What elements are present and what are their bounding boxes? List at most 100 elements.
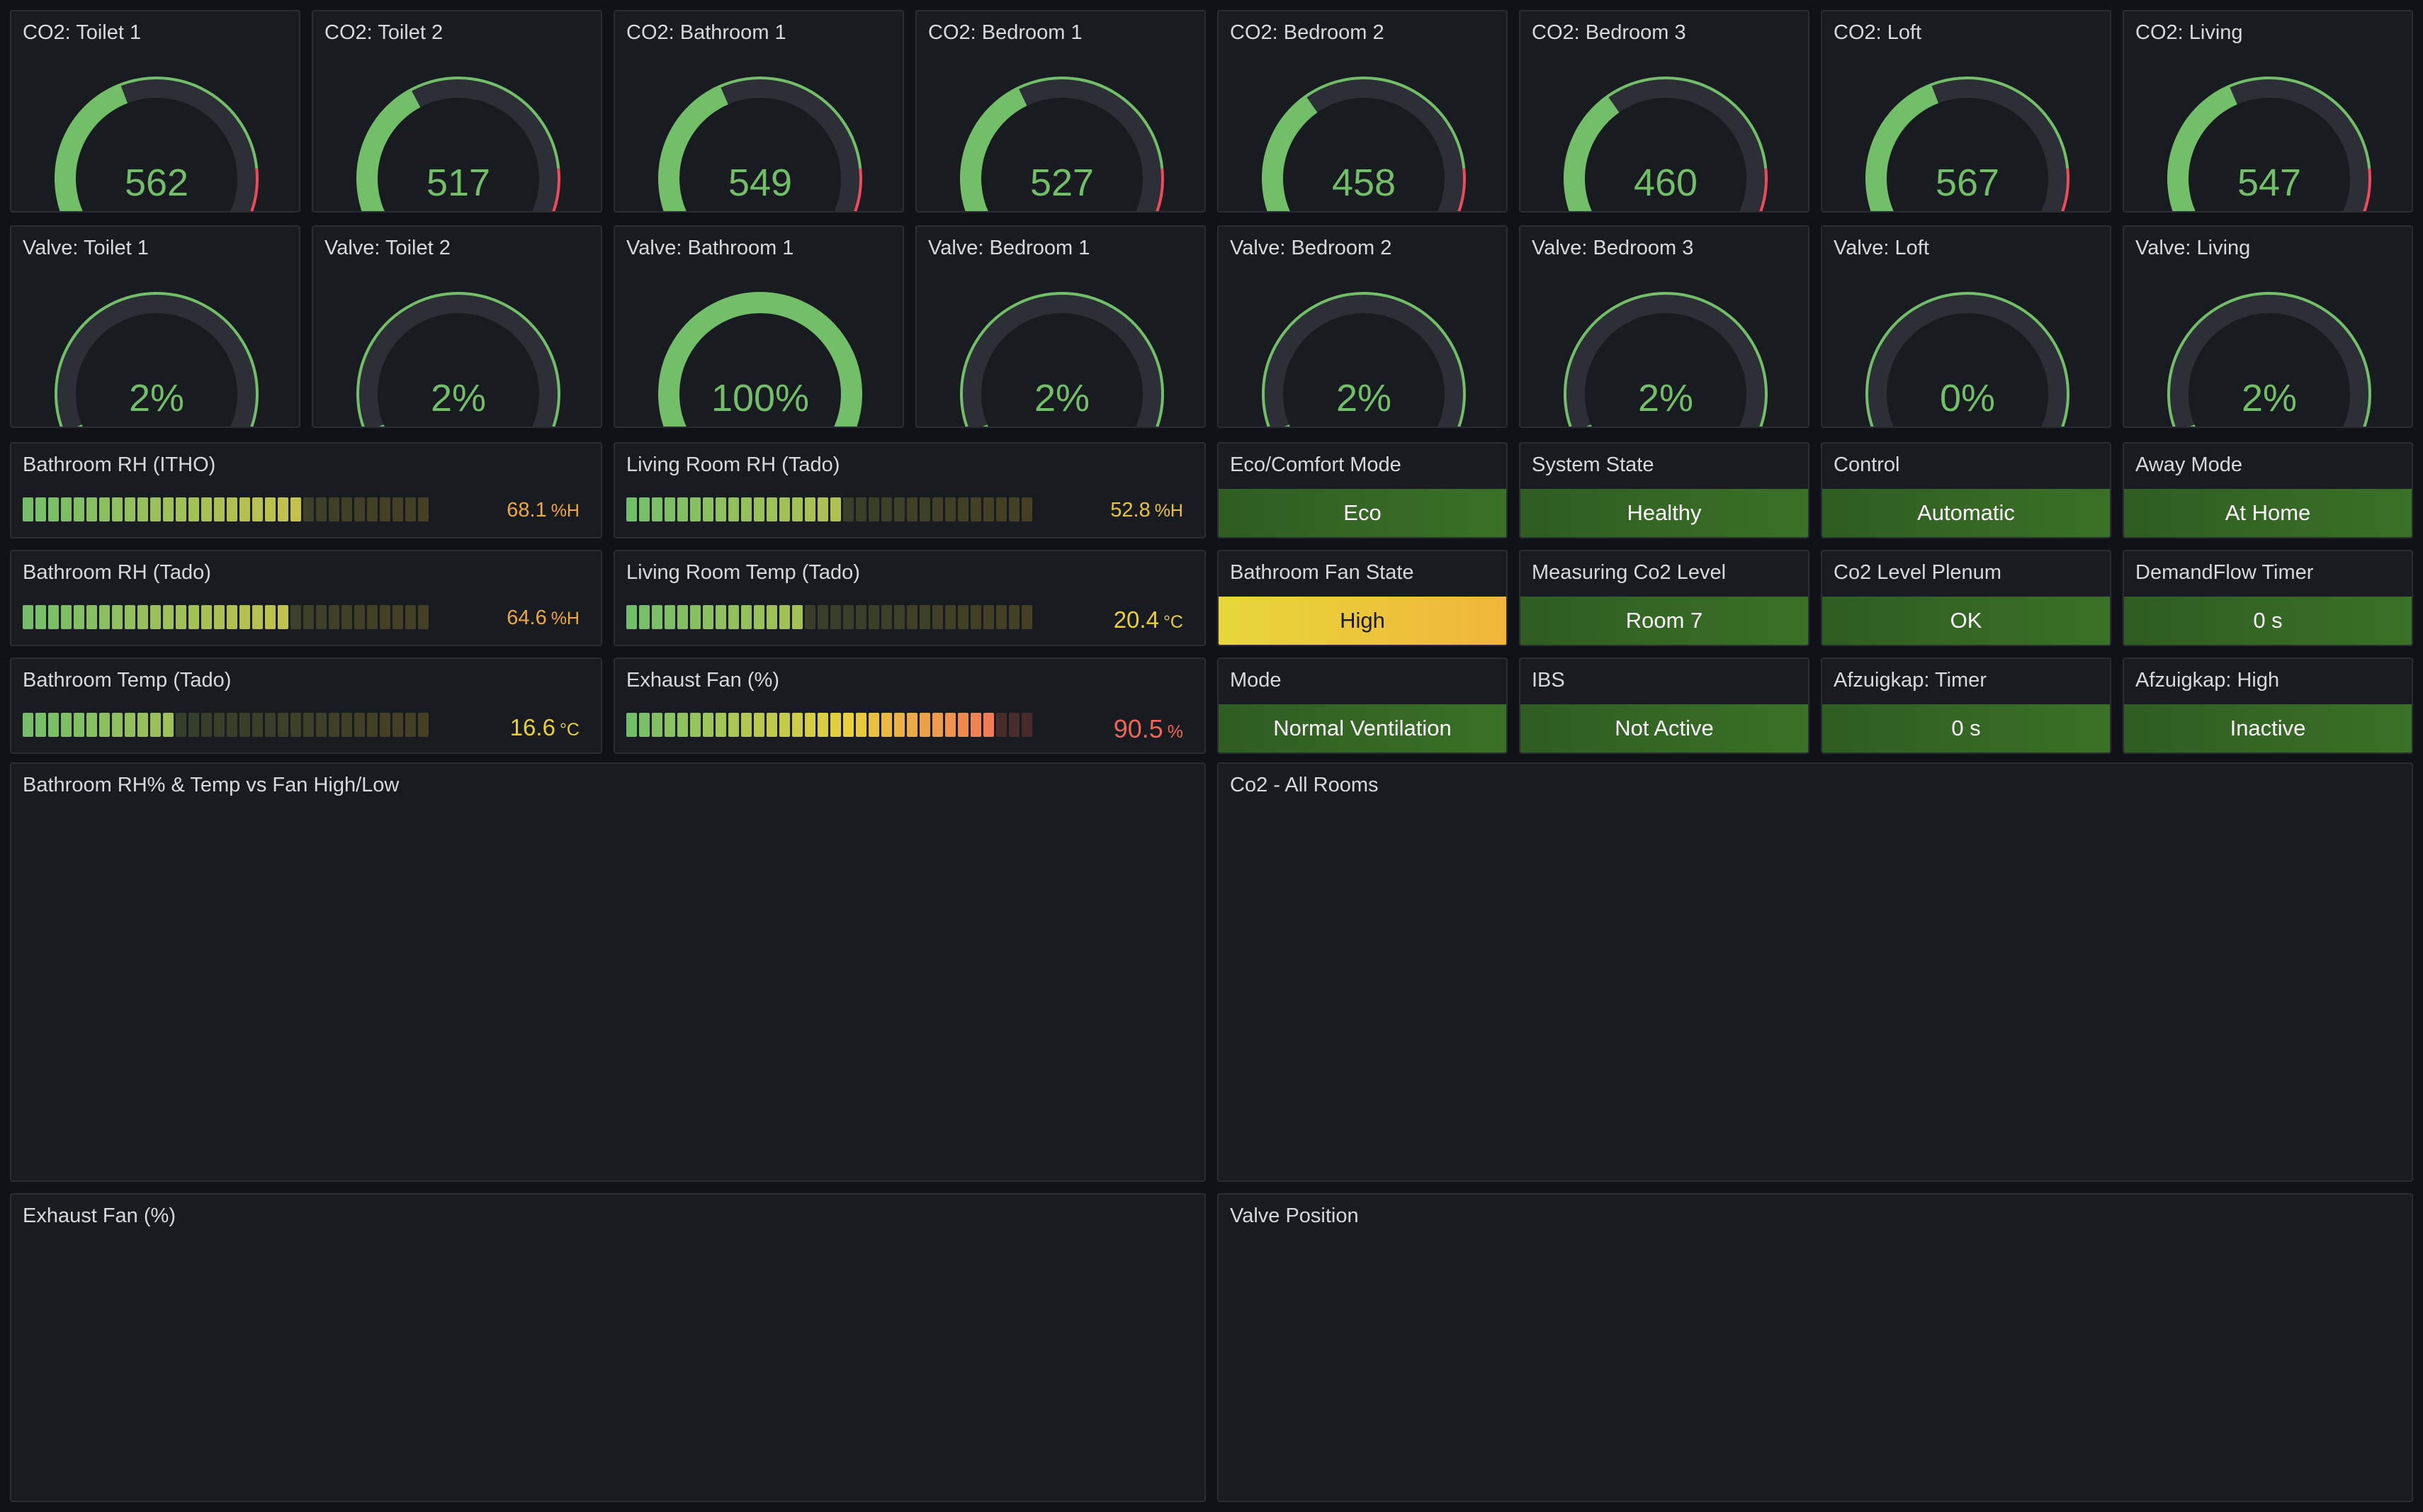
- valve-gauge-1[interactable]: Valve: Toilet 2 2%: [312, 225, 602, 428]
- stat-panel-0[interactable]: Eco/Comfort Mode Eco: [1217, 442, 1508, 538]
- bar-cell: [48, 605, 59, 629]
- stat-panel-3[interactable]: Away Mode At Home: [2123, 442, 2413, 538]
- stat-panel-9[interactable]: IBS Not Active: [1519, 658, 1809, 754]
- stat-value: Normal Ventilation: [1219, 704, 1506, 752]
- panel-title: CO2: Bedroom 2: [1230, 21, 1384, 44]
- bar-cell: [626, 605, 637, 629]
- co2-gauge-2[interactable]: CO2: Bathroom 1 549: [614, 10, 904, 213]
- bar-cell: [779, 497, 790, 521]
- x-tick-label: 03/19 18:00: [1219, 764, 1263, 768]
- bar-cell: [728, 497, 739, 521]
- bar-cell: [767, 497, 777, 521]
- gauge-threshold-green: [1865, 292, 2069, 427]
- stat-value: At Home: [2124, 489, 2412, 537]
- stat-panel-10[interactable]: Afzuigkap: Timer 0 s: [1821, 658, 2111, 754]
- bar-cell: [418, 497, 429, 521]
- bar-cell: [907, 713, 917, 737]
- gauge-fill: [2169, 86, 2237, 211]
- stat-panel-4[interactable]: Bathroom Fan State High: [1217, 550, 1508, 646]
- bar-cell: [74, 713, 84, 737]
- bar-cell: [163, 605, 174, 629]
- bar-cell: [418, 605, 429, 629]
- co2-gauge-3[interactable]: CO2: Bedroom 1 527: [915, 10, 1206, 213]
- bar-cell: [945, 605, 956, 629]
- gauge-track: [56, 293, 257, 427]
- panel-title: Valve: Living: [2135, 237, 2251, 259]
- bar-cell: [265, 713, 276, 737]
- bar-cell: [741, 605, 752, 629]
- co2-gauge-4[interactable]: CO2: Bedroom 2 458: [1217, 10, 1508, 213]
- bar-gauge-3[interactable]: Living Room Temp (Tado) 20.4 °C: [614, 550, 1206, 646]
- bar-cell: [188, 497, 199, 521]
- panel-title: CO2: Living: [2135, 21, 2243, 44]
- valve-gauge-2[interactable]: Valve: Bathroom 1 100%: [614, 225, 904, 428]
- bar-cell: [1022, 605, 1032, 629]
- valve-gauge-4[interactable]: Valve: Bedroom 2 2%: [1217, 225, 1508, 428]
- chart-canvas: 10080604020003/18 12:0003/18 18:0003/19 …: [11, 764, 56, 768]
- co2-gauge-6[interactable]: CO2: Loft 567: [1821, 10, 2111, 213]
- valve-gauge-3[interactable]: Valve: Bedroom 1 2%: [915, 225, 1206, 428]
- bar-cell: [150, 497, 161, 521]
- bar-cell: [741, 713, 752, 737]
- valve-gauge-6[interactable]: Valve: Loft 0%: [1821, 225, 2111, 428]
- stat-panel-2[interactable]: Control Automatic: [1821, 442, 2111, 538]
- gauge-threshold-red: [1759, 168, 1768, 211]
- co2-gauge-7[interactable]: CO2: Living 547: [2123, 10, 2413, 213]
- stat-panel-6[interactable]: Co2 Level Plenum OK: [1821, 550, 2111, 646]
- bar-cell: [843, 497, 854, 521]
- bar-gauge-1[interactable]: Living Room RH (Tado) 52.8 %H: [614, 442, 1206, 538]
- bar-value-number: 52.8: [1110, 499, 1151, 521]
- panel-title: System State: [1532, 453, 1654, 476]
- co2-gauge-5[interactable]: CO2: Bedroom 3 460: [1519, 10, 1809, 213]
- bar-cell: [99, 605, 110, 629]
- gauge-value: 2%: [1638, 377, 1693, 419]
- stat-panel-8[interactable]: Mode Normal Ventilation: [1217, 658, 1508, 754]
- bar-gauge-5[interactable]: Exhaust Fan (%) 90.5%: [614, 658, 1206, 754]
- [object Object][interactable]: Bathroom RH% & Temp vs Fan High/Low 10080…: [10, 762, 1206, 1182]
- bar-value-unit: %H: [550, 609, 580, 628]
- gauge-arc: 2%: [1564, 292, 1768, 427]
- bar-cell: [779, 605, 790, 629]
- x-tick-label: 03/20 06:00: [1219, 764, 1263, 768]
- valve-gauge-7[interactable]: Valve: Living 2%: [2123, 225, 2413, 428]
- bar-cell: [716, 605, 726, 629]
- [object Object][interactable]: Valve Position 100755025003/18 12:0003/18…: [1217, 1193, 2413, 1502]
- gauge-threshold-red: [1457, 168, 1466, 211]
- bar-cell: [728, 713, 739, 737]
- bar-cell: [652, 713, 662, 737]
- bar-gauge-4[interactable]: Bathroom Temp (Tado) 16.6 °C: [10, 658, 602, 754]
- bar-cell: [176, 713, 186, 737]
- bar-cell: [392, 713, 403, 737]
- bar-cell: [112, 605, 123, 629]
- stat-panel-11[interactable]: Afzuigkap: High Inactive: [2123, 658, 2413, 754]
- [object Object][interactable]: Co2 - All Rooms 200015001000500003/18 12:…: [1217, 762, 2413, 1182]
- bar-cell: [367, 605, 378, 629]
- stat-panel-7[interactable]: DemandFlow Timer 0 s: [2123, 550, 2413, 646]
- stat-panel-1[interactable]: System State Healthy: [1519, 442, 1809, 538]
- gauge-arc: 2%: [2167, 292, 2371, 427]
- gauge-arc: 547: [2167, 77, 2371, 211]
- bar-cell: [316, 497, 327, 521]
- bar-cell: [252, 713, 263, 737]
- co2-gauge-0[interactable]: CO2: Toilet 1 562: [10, 10, 300, 213]
- valve-gauge-0[interactable]: Valve: Toilet 1 2%: [10, 225, 300, 428]
- bar-value-unit: °C: [559, 720, 580, 740]
- valve-gauge-5[interactable]: Valve: Bedroom 3 2%: [1519, 225, 1809, 428]
- bar-gauge-0[interactable]: Bathroom RH (ITHO) 68.1 %H: [10, 442, 602, 538]
- x-tick-label: 03/19 00:00: [11, 1195, 56, 1199]
- bar-gauge-2[interactable]: Bathroom RH (Tado) 64.6 %H: [10, 550, 602, 646]
- bar-cell: [996, 497, 1007, 521]
- co2-gauge-1[interactable]: CO2: Toilet 2 517: [312, 10, 602, 213]
- x-tick-label: 03/18 18:00: [1219, 1195, 1263, 1199]
- bar-cell: [690, 713, 701, 737]
- x-tick-label: 03/20 00:00: [1219, 1195, 1263, 1199]
- gauge-track: [961, 293, 1163, 427]
- gauge-threshold-green: [55, 292, 259, 427]
- bar-value-unit: %H: [1154, 501, 1183, 521]
- x-tick-label: 03/20 06:00: [11, 764, 56, 768]
- [object Object][interactable]: Exhaust Fan (%) 100%50%0%03/18 12:0003/18…: [10, 1193, 1206, 1502]
- gauge-arc: 517: [356, 77, 560, 211]
- gauge-value: 458: [1332, 162, 1396, 204]
- stat-panel-5[interactable]: Measuring Co2 Level Room 7: [1519, 550, 1809, 646]
- bar-cell: [61, 497, 72, 521]
